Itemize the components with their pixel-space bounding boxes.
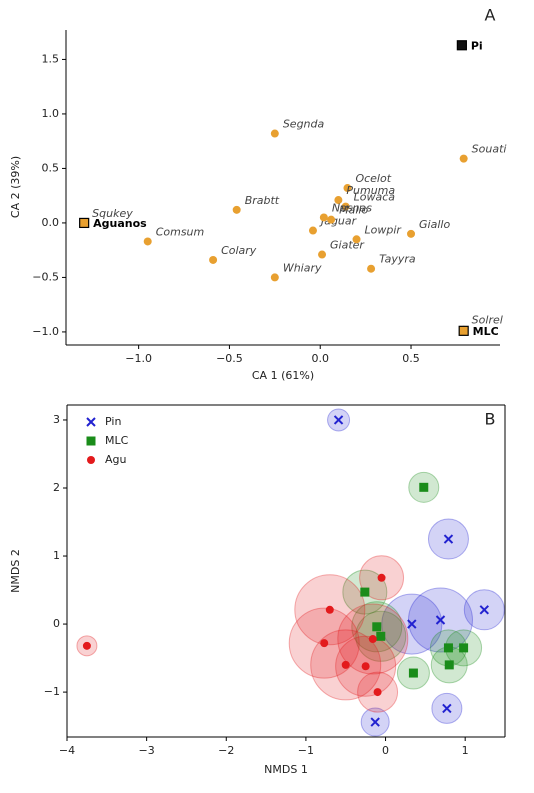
x-tick-label: −1	[298, 744, 314, 757]
species-label: Pumuma	[346, 184, 395, 197]
species-label: Colary	[221, 244, 257, 257]
point	[270, 273, 279, 282]
y-axis-label: NMDS 2	[9, 549, 22, 593]
point	[407, 229, 416, 238]
point	[82, 641, 91, 650]
legend-label: Agu	[105, 453, 126, 466]
x-axis-label: NMDS 1	[264, 763, 308, 776]
species-label: Squkey	[92, 207, 133, 220]
species-label: Nasnas	[332, 201, 372, 214]
site-label: Aguanos	[93, 217, 147, 230]
point	[444, 660, 454, 670]
point	[325, 605, 334, 614]
point	[459, 154, 468, 163]
species-label: Tayyra	[379, 253, 416, 266]
y-tick-label: 0	[53, 617, 60, 630]
point	[377, 573, 386, 582]
site-label: MLC	[473, 325, 499, 338]
x-tick-label: −3	[139, 744, 155, 757]
point	[334, 196, 343, 205]
x-tick-label: −2	[218, 744, 234, 757]
y-tick-label: −1	[44, 685, 60, 698]
point	[367, 264, 376, 273]
point	[435, 615, 446, 625]
point	[443, 643, 453, 653]
y-tick-label: −1.0	[32, 325, 59, 338]
site-label: Pi	[471, 39, 483, 52]
y-axis-label: CA 2 (39%)	[9, 156, 22, 218]
y-tick-label: 1.5	[42, 52, 60, 65]
point	[341, 202, 350, 211]
y-tick-label: 1.0	[42, 107, 60, 120]
y-tick-label: 3	[53, 413, 60, 426]
point	[327, 215, 336, 224]
point	[333, 415, 344, 425]
species-label: Segnda	[283, 118, 325, 131]
species-label: Lowpir	[365, 223, 403, 236]
point	[360, 587, 370, 597]
point	[407, 619, 417, 629]
point	[343, 184, 352, 193]
point	[79, 217, 90, 229]
y-tick-label: 2	[53, 481, 60, 494]
point	[479, 605, 490, 615]
point	[368, 635, 377, 644]
point	[443, 534, 454, 544]
point	[232, 205, 241, 214]
legend-marker	[86, 436, 96, 446]
species-label: Whiary	[283, 261, 322, 274]
point	[373, 688, 382, 697]
x-tick-label: 1	[462, 744, 469, 757]
y-tick-label: 0.5	[42, 161, 60, 174]
point	[209, 255, 218, 264]
species-label: Souati	[472, 143, 507, 156]
species-label: Ocelot	[355, 172, 391, 185]
point	[319, 213, 328, 222]
y-tick-label: −0.5	[32, 270, 59, 283]
point	[361, 662, 370, 671]
legend-marker	[86, 417, 96, 427]
point	[320, 639, 329, 648]
x-tick-label: 0.5	[402, 352, 420, 365]
point	[270, 129, 279, 138]
y-tick-label: 0.0	[42, 216, 60, 229]
species-label: Mallo	[339, 204, 368, 217]
x-tick-label: 0	[382, 744, 389, 757]
x-tick-label: 0.0	[311, 352, 329, 365]
point	[143, 237, 152, 246]
point	[456, 40, 467, 51]
panel-letter: A	[485, 6, 496, 25]
point	[459, 643, 469, 653]
x-tick-label: −4	[59, 744, 75, 757]
point	[442, 703, 452, 714]
panel-letter: B	[485, 410, 496, 429]
species-label: Solrel	[472, 314, 503, 327]
point	[458, 325, 469, 336]
point	[341, 660, 350, 669]
y-tick-label: 1	[53, 549, 60, 562]
x-axis-label: CA 1 (61%)	[252, 369, 314, 382]
species-label: Comsum	[156, 225, 205, 238]
point	[372, 622, 382, 632]
point	[370, 717, 380, 727]
legend-marker	[87, 456, 95, 464]
point	[318, 250, 327, 259]
point	[308, 226, 317, 235]
species-label: Brabtt	[245, 194, 280, 207]
species-label: Lowaca	[354, 191, 396, 204]
species-label: Giallo	[419, 218, 450, 231]
legend-label: Pin	[105, 415, 121, 428]
point	[419, 482, 429, 492]
point	[352, 235, 361, 244]
legend-label: MLC	[105, 434, 129, 447]
point	[376, 631, 386, 641]
x-tick-label: −1.0	[125, 352, 152, 365]
point	[408, 668, 418, 678]
x-tick-label: −0.5	[216, 352, 243, 365]
